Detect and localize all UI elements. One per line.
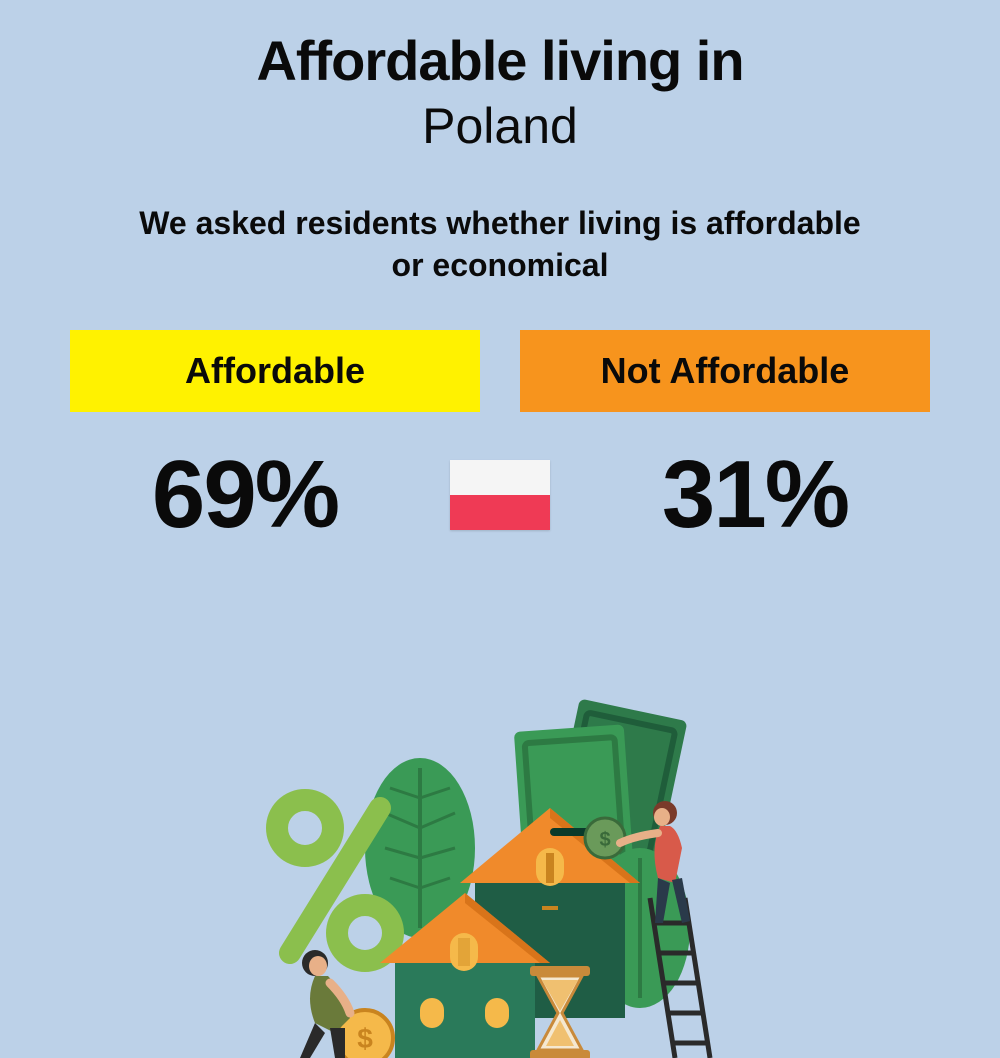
not-affordable-label-box: Not Affordable	[520, 330, 930, 412]
title-line2: Poland	[0, 97, 1000, 155]
values-row: 69% 31%	[0, 440, 1000, 550]
subtitle-text: We asked residents whether living is aff…	[120, 203, 880, 286]
title-line1: Affordable living in	[0, 28, 1000, 93]
not-affordable-label: Not Affordable	[601, 350, 850, 391]
flag-bottom-stripe	[450, 495, 550, 530]
affordable-label: Affordable	[185, 350, 365, 391]
svg-text:$: $	[599, 829, 610, 851]
svg-text:$: $	[357, 1023, 373, 1054]
housing-illustration-icon: $ $	[220, 698, 780, 1058]
affordable-label-box: Affordable	[70, 330, 480, 412]
labels-row: Affordable Not Affordable	[0, 330, 1000, 412]
flag-top-stripe	[450, 460, 550, 495]
affordable-value: 69%	[70, 440, 420, 550]
flag-icon	[450, 460, 550, 530]
not-affordable-value: 31%	[580, 440, 930, 550]
